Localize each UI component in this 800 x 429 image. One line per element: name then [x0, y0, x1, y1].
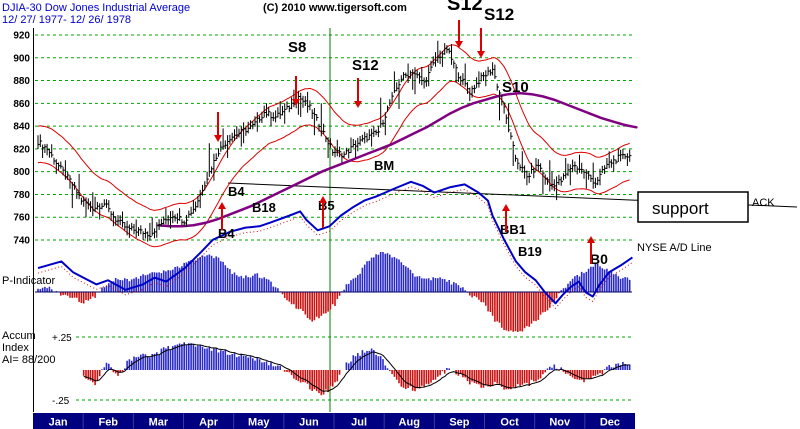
- chart-static-labels: DJIA-30 Dow Jones Industrial Average 12/…: [2, 2, 775, 407]
- svg-text:760: 760: [13, 213, 30, 224]
- accum-index-histogram: [82, 342, 631, 396]
- svg-text:Feb: Feb: [98, 417, 118, 429]
- svg-text:740: 740: [13, 236, 30, 247]
- signal-arrows: [214, 20, 595, 264]
- svg-text:B4: B4: [228, 184, 245, 199]
- svg-text:S12: S12: [352, 57, 379, 74]
- svg-text:880: 880: [13, 76, 30, 87]
- price-candles: [37, 40, 632, 242]
- svg-text:Dec: Dec: [600, 417, 620, 429]
- svg-text:780: 780: [13, 190, 30, 201]
- svg-text:S10: S10: [502, 79, 529, 96]
- svg-text:May: May: [248, 417, 270, 429]
- accum-label-2: Index: [2, 342, 29, 354]
- accum-plus-scale: +.25: [52, 333, 72, 344]
- svg-text:820: 820: [13, 144, 30, 155]
- svg-text:Jun: Jun: [299, 417, 319, 429]
- support-label-box: [637, 191, 749, 223]
- svg-text:B19: B19: [518, 244, 542, 259]
- svg-text:B0: B0: [590, 251, 608, 267]
- chart-generated-layer: 920 900 880 860 840 820 800 780 760 740 Jan Feb Mar A…: [13, 0, 798, 429]
- svg-text:Nov: Nov: [549, 417, 571, 429]
- chart-title: DJIA-30 Dow Jones Industrial Average: [2, 2, 190, 14]
- p-indicator-label: P-Indicator: [2, 275, 56, 287]
- svg-text:Apr: Apr: [199, 417, 219, 429]
- nyse-ad-line-label: NYSE A/D Line: [637, 242, 712, 254]
- y-axis-labels: 920 900 880 860 840 820 800 780 760 740: [13, 31, 30, 247]
- svg-text:Oct: Oct: [500, 417, 519, 429]
- accum-label-1: Accum: [2, 330, 36, 342]
- accum-minus-scale: -.25: [52, 396, 70, 407]
- svg-text:Mar: Mar: [149, 417, 169, 429]
- svg-text:S8: S8: [288, 39, 306, 56]
- price-gridlines: [33, 28, 632, 412]
- svg-text:860: 860: [13, 99, 30, 110]
- svg-text:BM: BM: [374, 158, 394, 173]
- svg-text:B5: B5: [318, 198, 335, 213]
- nyse-ad-line: [37, 180, 633, 310]
- svg-text:B4: B4: [218, 226, 235, 241]
- copyright-text: (C) 2010 www.tigersoft.com: [263, 2, 407, 14]
- support-label: support: [652, 199, 709, 218]
- svg-text:Jul: Jul: [351, 417, 367, 429]
- svg-text:900: 900: [13, 53, 30, 64]
- long-moving-average: [157, 91, 638, 228]
- svg-text:BB1: BB1: [500, 222, 526, 237]
- svg-text:B18: B18: [252, 200, 276, 215]
- svg-text:800: 800: [13, 167, 30, 178]
- svg-text:840: 840: [13, 122, 30, 133]
- svg-text:S12: S12: [484, 5, 514, 24]
- envelope-bands: [37, 44, 630, 248]
- svg-text:Jan: Jan: [49, 417, 68, 429]
- month-axis: Jan Feb Mar Apr May Jun Jul Aug Sep Oct Nov Dec: [33, 413, 635, 429]
- svg-text:Aug: Aug: [399, 417, 420, 429]
- svg-text:S12: S12: [447, 0, 483, 15]
- chart-date-range: 12/ 27/ 1977- 12/ 26/ 1978: [2, 14, 131, 26]
- ack-label: ACK: [752, 197, 775, 209]
- svg-text:Sep: Sep: [449, 417, 469, 429]
- p-indicator-histogram: [35, 252, 632, 332]
- svg-text:920: 920: [13, 31, 30, 42]
- accum-ai-value: AI= 88/200: [2, 354, 56, 366]
